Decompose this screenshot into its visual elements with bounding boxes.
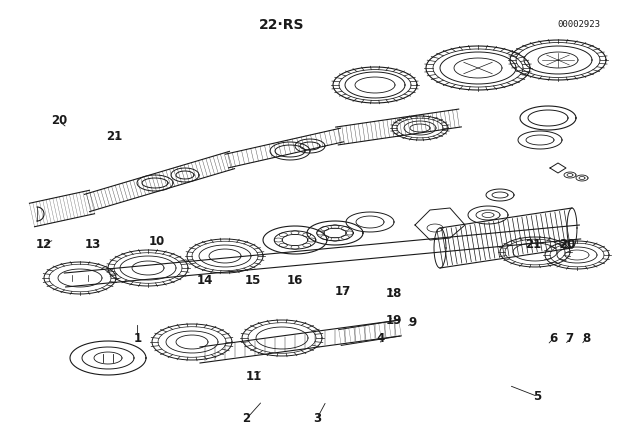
Text: 19: 19 (385, 314, 402, 327)
Text: 00002923: 00002923 (557, 20, 601, 29)
Text: 8: 8 (582, 332, 590, 345)
Text: 21: 21 (106, 130, 122, 143)
Text: 18: 18 (385, 287, 402, 300)
Text: 4: 4 (377, 332, 385, 345)
Text: 10: 10 (148, 235, 165, 249)
Text: 11: 11 (246, 370, 262, 383)
Text: 15: 15 (244, 273, 261, 287)
Text: 5: 5 (534, 390, 541, 403)
Text: 9: 9 (409, 316, 417, 329)
Text: 3: 3 (313, 412, 321, 426)
Text: 14: 14 (196, 273, 213, 287)
Text: 16: 16 (286, 273, 303, 287)
Text: 1: 1 (134, 332, 141, 345)
Polygon shape (415, 208, 465, 240)
Text: 17: 17 (334, 284, 351, 298)
Text: 6: 6 (550, 332, 557, 345)
Text: 7: 7 (566, 332, 573, 345)
Text: 20: 20 (559, 237, 576, 251)
Text: 2: 2 (243, 412, 250, 426)
Text: 22·RS: 22·RS (259, 17, 305, 32)
Text: 12: 12 (35, 237, 52, 251)
Text: 13: 13 (84, 237, 101, 251)
Text: 20: 20 (51, 114, 67, 128)
Text: 21: 21 (525, 237, 541, 251)
